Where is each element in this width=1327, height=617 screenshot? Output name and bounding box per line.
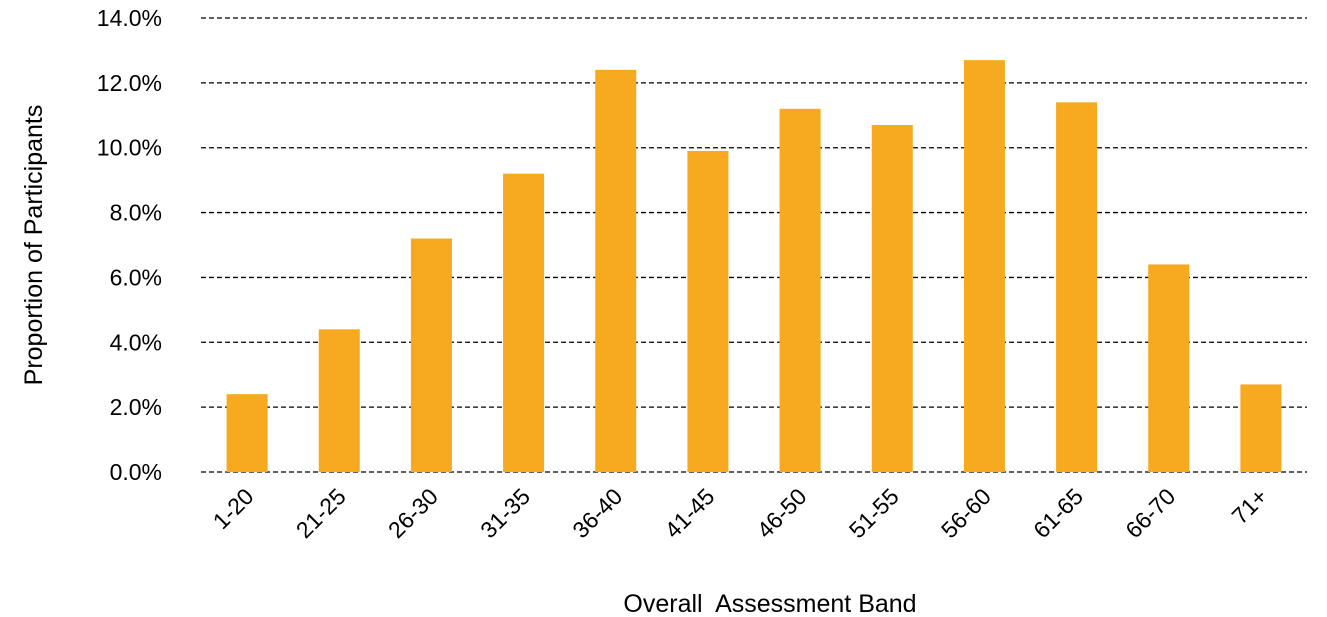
y-tick-label: 0.0% bbox=[110, 459, 162, 485]
bar-41-45 bbox=[687, 150, 729, 472]
bar-56-60 bbox=[963, 60, 1005, 473]
y-tick-label: 2.0% bbox=[110, 394, 162, 420]
x-tick-label: 66-70 bbox=[1120, 483, 1180, 543]
x-tick-label: 51-55 bbox=[844, 483, 904, 543]
x-tick-label: 26-30 bbox=[383, 483, 443, 543]
y-tick-label: 14.0% bbox=[97, 5, 162, 31]
x-tick-label: 36-40 bbox=[567, 483, 627, 543]
bar-66-70 bbox=[1148, 264, 1190, 472]
bar-51-55 bbox=[871, 125, 913, 472]
y-tick-label: 8.0% bbox=[110, 200, 162, 226]
x-tick-label: 21-25 bbox=[291, 483, 351, 543]
bar-1-20 bbox=[226, 394, 268, 472]
bar-21-25 bbox=[318, 329, 360, 472]
y-tick-label: 4.0% bbox=[110, 329, 162, 355]
x-tick-label: 1-20 bbox=[208, 483, 259, 534]
y-tick-label: 10.0% bbox=[97, 135, 162, 161]
bar-36-40 bbox=[595, 69, 637, 472]
bar-61-65 bbox=[1056, 102, 1098, 473]
x-tick-label: 46-50 bbox=[752, 483, 812, 543]
bar-71+ bbox=[1240, 384, 1282, 472]
x-tick-label: 56-60 bbox=[936, 483, 996, 543]
y-axis-title: Proportion of Participants bbox=[20, 105, 48, 386]
y-tick-label: 6.0% bbox=[110, 264, 162, 290]
x-tick-label: 41-45 bbox=[659, 483, 719, 543]
x-axis-title: Overall Assessment Band bbox=[623, 590, 916, 617]
y-tick-label: 12.0% bbox=[97, 70, 162, 96]
bars bbox=[226, 60, 1282, 473]
x-axis-tick-labels: 1-20 21-25 26-30 31-35 36-40 41-45 46-50 51-55 5… bbox=[208, 483, 1273, 543]
bar-31-35 bbox=[503, 173, 545, 472]
x-tick-label: 71+ bbox=[1226, 483, 1272, 529]
bar-26-30 bbox=[410, 238, 452, 472]
x-tick-label: 31-35 bbox=[475, 483, 535, 543]
y-axis-tick-labels: 0.0% 2.0% 4.0% 6.0% 8.0% 10.0% 12.0% 14.0% bbox=[97, 5, 162, 485]
gridlines bbox=[201, 17, 1307, 473]
x-tick-label: 61-65 bbox=[1028, 483, 1088, 543]
bar-46-50 bbox=[779, 108, 821, 473]
